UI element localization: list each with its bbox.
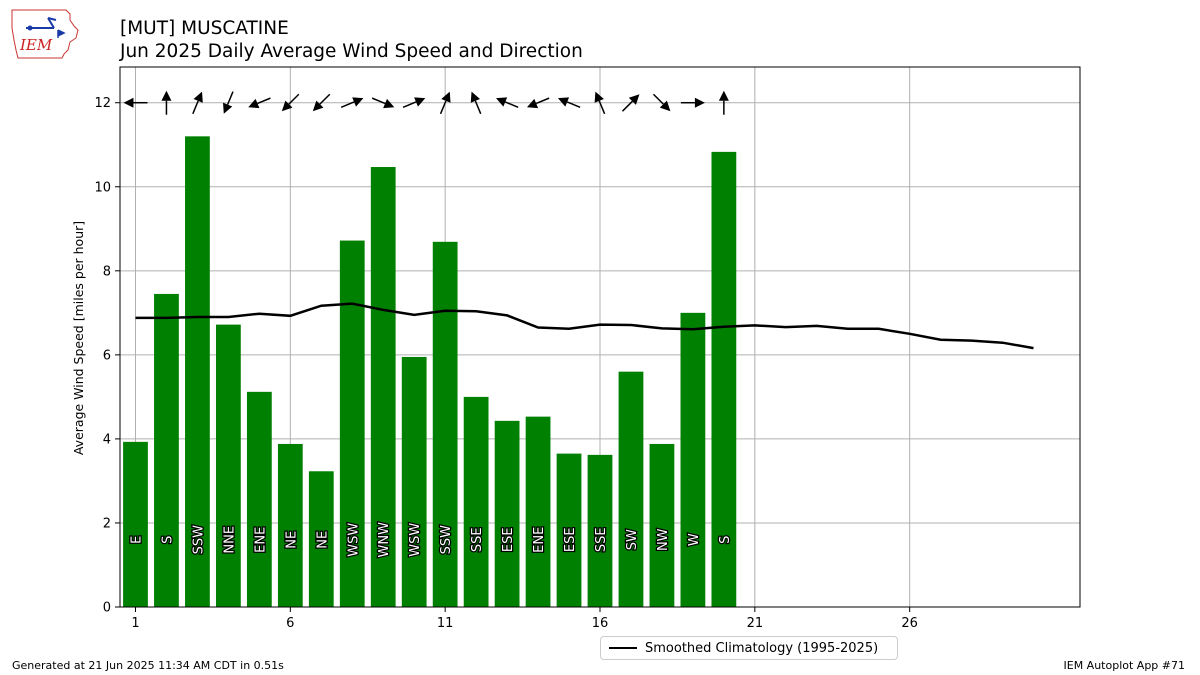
y-tick-label: 10 (94, 180, 111, 195)
direction-label: SSW (191, 525, 206, 555)
direction-arrow (312, 93, 331, 112)
speed-bar (246, 391, 272, 607)
direction-label: NNE (222, 526, 237, 554)
direction-label: NW (656, 528, 671, 551)
direction-label: E (129, 536, 144, 544)
direction-arrow (402, 97, 426, 109)
speed-bar (185, 136, 210, 608)
direction-arrows (123, 90, 729, 115)
direction-arrow (223, 91, 234, 114)
direction-label: ENE (532, 527, 547, 553)
direction-label: ENE (253, 527, 268, 553)
direction-label: SSE (470, 527, 485, 552)
direction-label: W (687, 533, 702, 546)
y-tick-label: 8 (103, 264, 111, 279)
app-credit: IEM Autoplot App #71 (1063, 659, 1186, 672)
climatology-series (135, 302, 1034, 350)
legend-line-swatch (609, 647, 637, 649)
y-tick-label: 2 (103, 516, 111, 531)
iowa-state-outline (11, 9, 79, 59)
speed-bar (680, 312, 706, 607)
direction-arrow (470, 91, 482, 115)
x-tick-label: 26 (901, 616, 918, 631)
chart-titles: [MUT] MUSCATINE Jun 2025 Daily Average W… (120, 17, 583, 63)
x-tick-label: 21 (747, 616, 764, 631)
direction-label: WSW (346, 523, 361, 557)
direction-arrow (248, 97, 271, 109)
y-tick-label: 12 (94, 96, 111, 111)
direction-label: SSE (594, 527, 609, 552)
direction-arrow (161, 90, 172, 115)
speed-bar (339, 240, 365, 607)
direction-label: ESE (563, 527, 578, 552)
direction-labels: E S SSW NNE ENE NE NE WSW WNW WSW SSW SSE ESE ENE ESE S… (128, 521, 734, 559)
flag-icon (57, 29, 66, 38)
direction-arrow (439, 91, 451, 115)
direction-arrow (123, 97, 148, 108)
x-tick-label: 16 (592, 616, 609, 631)
direction-label: NE (315, 531, 330, 549)
speed-bar (587, 454, 613, 607)
x-tick-label: 1 (131, 616, 139, 631)
direction-label: NE (284, 531, 299, 549)
chart-title: [MUT] MUSCATINE (120, 18, 289, 39)
direction-arrow (526, 97, 550, 109)
y-tick-label: 0 (103, 601, 111, 616)
speed-bar (525, 416, 551, 607)
y-axis-label: Average Wind Speed [miles per hour] (71, 221, 86, 455)
direction-arrow (621, 94, 640, 112)
generated-timestamp: Generated at 21 Jun 2025 11:34 AM CDT in… (12, 659, 284, 672)
direction-arrow (340, 97, 364, 109)
direction-arrow (594, 91, 606, 115)
direction-label: S (718, 536, 733, 544)
speed-bar (277, 443, 303, 607)
speed-bar (216, 324, 241, 607)
y-tick-label: 4 (103, 432, 111, 447)
legend-label: Smoothed Climatology (1995-2025) (645, 640, 879, 656)
iem-logo: IEM (11, 9, 79, 59)
speed-bar (618, 371, 644, 607)
direction-arrow (371, 97, 395, 109)
direction-label: SSW (439, 525, 454, 555)
direction-label: SW (625, 529, 640, 550)
direction-label: ESE (501, 527, 516, 552)
speed-bar (556, 453, 582, 607)
direction-label: WSW (408, 523, 423, 557)
logo-text: IEM (19, 36, 53, 54)
speed-bar (711, 151, 737, 608)
direction-arrow (652, 93, 671, 112)
speed-bar (432, 241, 458, 607)
speed-bar (463, 396, 489, 607)
speed-bar (649, 443, 675, 607)
speed-bar (494, 420, 520, 607)
speed-bar (370, 167, 396, 607)
station-dot-icon (27, 25, 33, 31)
speed-bar (123, 441, 148, 607)
legend: Smoothed Climatology (1995-2025) (600, 636, 898, 660)
direction-arrow (718, 90, 729, 115)
chart-subtitle: Jun 2025 Daily Average Wind Speed and Di… (120, 41, 583, 62)
direction-arrow (496, 97, 519, 109)
direction-label: WNW (377, 522, 392, 558)
speed-bar (154, 293, 179, 607)
y-tick-label: 6 (103, 348, 111, 363)
speed-bar (401, 356, 427, 607)
direction-arrow (680, 97, 705, 108)
speed-bars (123, 136, 737, 608)
climatology-line (135, 302, 1034, 350)
x-tick-label: 6 (286, 616, 294, 631)
x-tick-label: 11 (437, 616, 454, 631)
direction-arrow (192, 91, 203, 115)
direction-arrow (281, 93, 300, 112)
direction-arrow (557, 97, 581, 109)
direction-label: S (160, 536, 175, 544)
speed-bar (308, 471, 334, 607)
